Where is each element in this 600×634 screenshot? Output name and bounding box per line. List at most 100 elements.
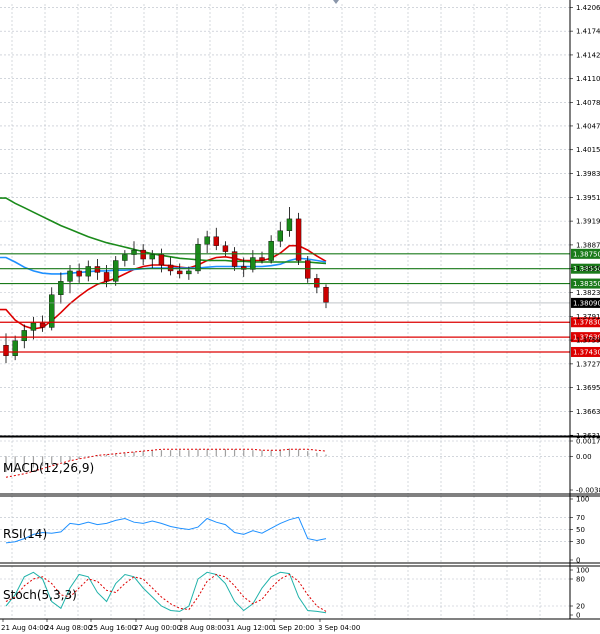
chart-frame (0, 0, 600, 620)
rsi-pane: RSI(14) 100 70 50 30 0 (0, 496, 589, 565)
time-label: 28 Aug 08:00 (179, 624, 226, 632)
scroll-marker-icon (333, 0, 339, 4)
rsi-label: RSI(14) (3, 527, 47, 541)
candle (149, 254, 155, 260)
resistance-level-badge (571, 263, 600, 274)
support-level-label: 1.37430 (573, 348, 600, 356)
stoch-tick-label: 20 (576, 603, 585, 611)
rsi-tick-label: 30 (576, 538, 585, 546)
candle (268, 240, 274, 261)
resistance-level-badge (571, 278, 600, 289)
time-label: 21 Aug 04:00 (1, 624, 48, 632)
candle (250, 257, 256, 270)
candle (305, 260, 311, 279)
candle (231, 251, 238, 267)
candle (113, 260, 119, 282)
price-tick-label: 1.37590 (576, 337, 600, 345)
candle (12, 340, 18, 356)
macd-tick-label: -0.003854 (576, 487, 600, 495)
candle (58, 281, 64, 295)
resistance-level-label: 1.38550 (573, 265, 600, 273)
candle (67, 270, 73, 282)
price-tick-label: 1.40470 (576, 122, 600, 130)
support-level-label: 1.37830 (573, 319, 600, 327)
resistance-level-label: 1.38350 (573, 280, 600, 288)
stoch-tick-label: 0 (576, 612, 580, 620)
candle (49, 294, 55, 328)
stoch-tick-label: 100 (576, 567, 589, 575)
support-level-badge (571, 346, 600, 357)
macd-tick-label: 0.00 (576, 453, 592, 461)
support-level-label: 1.37630 (573, 334, 600, 342)
macd-signal-line (5, 448, 327, 478)
rsi-tick-label: 100 (576, 496, 589, 504)
price-tick-label: 1.36630 (576, 408, 600, 416)
rsi-tick-label: 70 (576, 514, 585, 522)
macd-label: MACD(12,26,9) (3, 461, 94, 475)
time-label: 31 Aug 12:00 (226, 624, 273, 632)
candle (3, 345, 9, 356)
price-tick-label: 1.36950 (576, 384, 600, 392)
price-tick-label: 1.39830 (576, 170, 600, 178)
candle (167, 264, 174, 272)
time-label: 27 Aug 00:00 (134, 624, 181, 632)
price-tick-label: 1.38550 (576, 265, 600, 273)
candle (295, 218, 302, 261)
candle (213, 236, 219, 246)
time-label: 25 Aug 16:00 (89, 624, 136, 632)
stoch-d-line (5, 573, 327, 612)
resistance-level-badge (571, 248, 600, 259)
candle (103, 272, 110, 282)
support-level-badge (571, 332, 600, 343)
time-label: 24 Aug 08:00 (45, 624, 92, 632)
stoch-k-line (5, 571, 327, 614)
candle (259, 257, 265, 261)
price-tick-label: 1.40785 (576, 99, 600, 107)
time-label: 1 Sep 20:00 (272, 624, 314, 632)
price-tick-label: 1.40150 (576, 146, 600, 154)
price-tick-label: 1.41745 (576, 28, 600, 36)
price-tick-label: 1.37270 (576, 360, 600, 368)
candle (195, 243, 201, 272)
candle (21, 330, 27, 342)
level-lines: 1.38750 1.38550 1.38350 1.37830 1.37630 1.374… (0, 248, 600, 357)
price-tick-label: 1.38230 (576, 289, 600, 297)
candle (286, 218, 293, 231)
rsi-tick-label: 50 (576, 526, 585, 534)
price-pane (0, 197, 329, 364)
candle (222, 245, 229, 252)
price-tick-label: 1.38870 (576, 241, 600, 249)
candle (204, 236, 210, 245)
macd-tick-label: 0.001753 (576, 438, 600, 446)
candle (323, 287, 329, 303)
price-tick-label: 1.39190 (576, 218, 600, 226)
price-tick-label: 1.41105 (576, 75, 600, 83)
candle (277, 230, 283, 242)
price-tick-label: 1.42065 (576, 4, 600, 12)
macd-pane: MACD(12,26,9) 0.001753 0.00 -0.003854 (0, 437, 600, 495)
candle (140, 249, 146, 260)
current-price-badge (571, 297, 600, 308)
candle (186, 270, 192, 275)
rsi-line (5, 516, 327, 544)
candle (177, 270, 183, 275)
stoch-tick-label: 80 (576, 576, 585, 584)
stoch-label: Stoch(5,3,3) (3, 588, 77, 602)
candle (241, 266, 247, 270)
rsi-tick-label: 0 (576, 557, 580, 565)
price-tick-label: 1.39510 (576, 194, 600, 202)
price-tick-label: 1.37910 (576, 313, 600, 321)
candle (122, 254, 128, 261)
grid (0, 4, 570, 436)
time-label: 3 Sep 04:00 (318, 624, 360, 632)
candle (30, 322, 37, 331)
price-tick-label: 1.41425 (576, 51, 600, 59)
resistance-level-label: 1.38750 (573, 250, 600, 258)
candle (94, 266, 101, 273)
candle (39, 322, 46, 328)
candle (85, 266, 91, 277)
candle (76, 270, 82, 277)
support-level-badge (571, 317, 600, 328)
